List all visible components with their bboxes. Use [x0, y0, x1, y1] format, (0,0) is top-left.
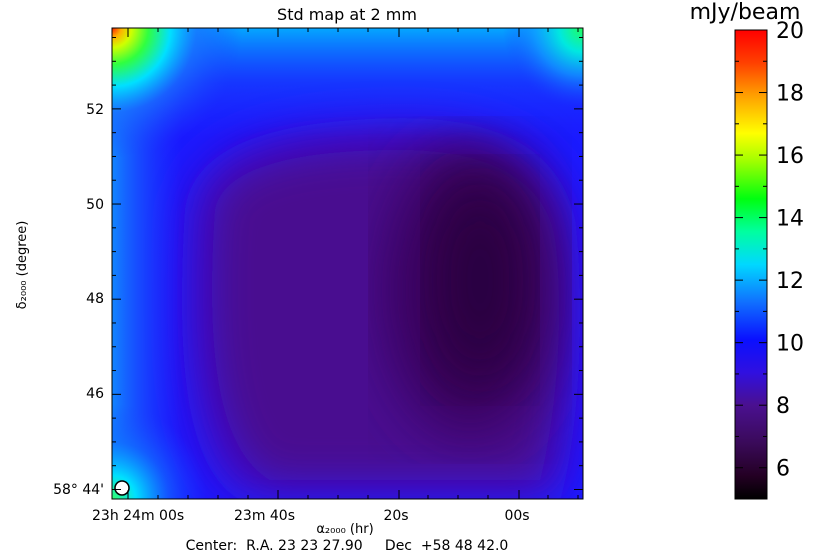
y-tick-label-50: 50: [86, 197, 104, 213]
y-tick-label-48: 48: [86, 291, 104, 307]
center-coordinates: Center: R.A. 23 23 27.90 Dec +58 48 42.0: [186, 538, 509, 554]
x-tick-label-23m40s: 23m 40s: [234, 508, 295, 524]
x-axis-label: α₂₀₀₀ (hr): [316, 522, 373, 537]
heatmap-image: [112, 28, 583, 499]
beam-marker: [114, 480, 130, 496]
x-tick-label-20s: 20s: [383, 508, 408, 524]
colorbar-ticks: 6 8 10 12 14 16 18 20: [735, 19, 804, 500]
axis-ticks: [112, 28, 583, 499]
colorbar-tick-label: 10: [776, 332, 804, 357]
colorbar-tick-label: 8: [776, 394, 790, 419]
x-tick-label-24m00s: 23h 24m 00s: [92, 508, 184, 524]
y-tick-label-52: 52: [86, 102, 104, 118]
y-axis-label: δ₂₀₀₀ (degree): [15, 221, 30, 310]
colorbar-unit-label: mJy/beam: [690, 0, 801, 25]
y-tick-label-44: 58° 44': [53, 482, 104, 498]
colorbar: [734, 29, 768, 500]
y-tick-label-46: 46: [86, 386, 104, 402]
colorbar-tick-label: 14: [776, 207, 804, 232]
x-tick-label-00s: 00s: [504, 508, 529, 524]
colorbar-tick-label: 18: [776, 82, 804, 107]
colorbar-tick-label: 16: [776, 144, 804, 169]
chart-title: Std map at 2 mm: [277, 5, 417, 24]
colorbar-tick-label: 12: [776, 269, 804, 294]
plot-frame: [111, 27, 584, 500]
colorbar-tick-label: 20: [776, 19, 804, 44]
colorbar-tick-label: 6: [776, 457, 790, 482]
